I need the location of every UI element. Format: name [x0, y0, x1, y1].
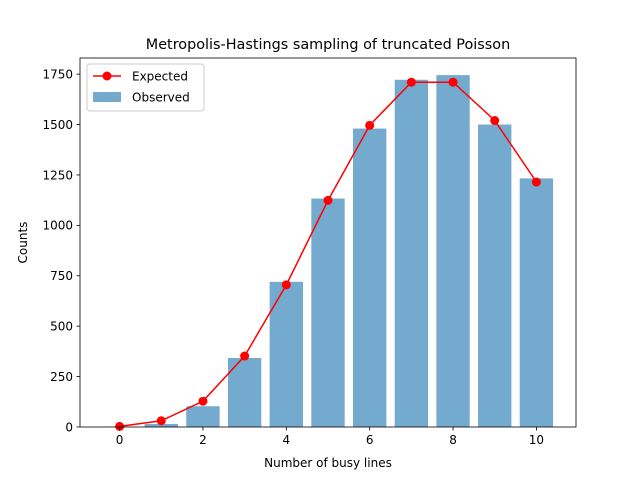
legend-expected-marker: [102, 71, 112, 81]
observed-bar: [311, 198, 345, 427]
expected-point: [365, 120, 375, 130]
y-tick-label: 1500: [42, 118, 73, 132]
observed-bar: [227, 358, 262, 427]
legend: Expected Observed: [86, 63, 205, 112]
x-tick-label: 6: [366, 433, 374, 447]
expected-point: [490, 116, 500, 126]
bars-layer: [102, 75, 554, 428]
expected-point: [323, 195, 333, 205]
y-tick-label: 750: [50, 269, 73, 283]
legend-expected-label: Expected: [132, 69, 188, 83]
legend-observed-label: Observed: [132, 90, 190, 104]
expected-point: [240, 351, 250, 361]
observed-bar: [353, 128, 387, 427]
y-tick-label: 1000: [42, 219, 73, 233]
observed-bar: [519, 178, 554, 427]
x-tick-label: 2: [199, 433, 207, 447]
x-axis-label: Number of busy lines: [264, 456, 392, 470]
y-tick-label: 0: [65, 420, 73, 434]
expected-point: [156, 416, 166, 426]
x-tick-label: 8: [449, 433, 457, 447]
expected-point: [448, 77, 458, 87]
x-tick-label: 4: [282, 433, 290, 447]
y-axis: 0 250 500 750 1000 1250 1500 1750: [42, 67, 80, 434]
y-tick-label: 250: [50, 370, 73, 384]
expected-point: [115, 421, 125, 431]
y-axis-label: Counts: [16, 222, 30, 264]
observed-bar: [394, 79, 429, 428]
plot-frame: [79, 57, 577, 428]
observed-bar: [436, 75, 470, 427]
observed-bar: [269, 281, 303, 427]
y-tick-label: 1250: [42, 168, 73, 182]
observed-bar: [478, 124, 512, 427]
x-tick-label: 0: [116, 433, 124, 447]
expected-point: [281, 280, 291, 290]
x-axis: 0 2 4 6 8 10: [116, 427, 544, 447]
legend-observed-swatch: [93, 92, 121, 102]
expected-line-layer: [115, 77, 541, 431]
expected-point: [531, 177, 541, 187]
observed-bar: [186, 406, 220, 427]
y-tick-label: 1750: [42, 67, 73, 81]
observed-bar: [144, 423, 178, 427]
expected-point: [198, 396, 208, 406]
chart-title: Metropolis-Hastings sampling of truncate…: [146, 37, 510, 53]
x-tick-label: 10: [529, 433, 544, 447]
y-tick-label: 500: [50, 319, 73, 333]
expected-point: [406, 77, 416, 87]
